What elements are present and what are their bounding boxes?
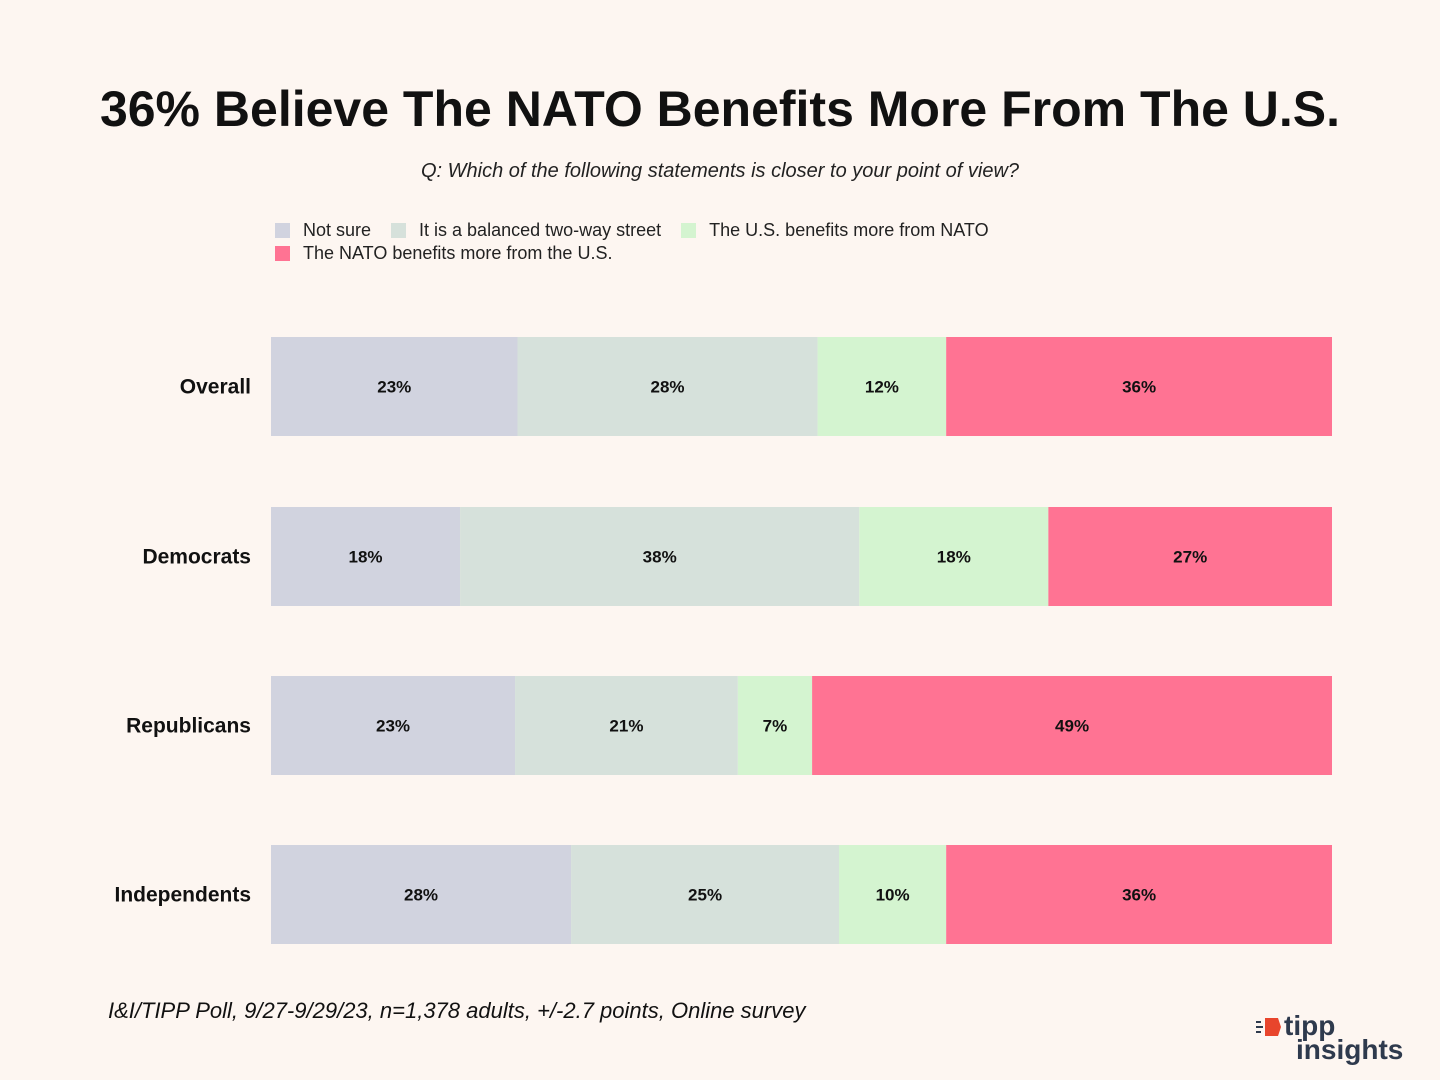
legend: Not sure It is a balanced two-way street… xyxy=(275,219,1175,265)
legend-item-not-sure: Not sure xyxy=(275,220,371,241)
legend-label-us-benefits: The U.S. benefits more from NATO xyxy=(709,220,989,240)
data-label-independents-0: 28% xyxy=(404,886,438,905)
legend-swatch-not-sure xyxy=(275,223,290,238)
category-label-republicans: Republicans xyxy=(126,715,251,738)
data-label-republicans-3: 49% xyxy=(1055,717,1089,736)
legend-label-nato-benefits: The NATO benefits more from the U.S. xyxy=(303,243,613,263)
bar-segment-republicans-0 xyxy=(271,676,516,775)
data-label-democrats-0: 18% xyxy=(349,548,383,567)
bar-segment-republicans-2 xyxy=(737,676,813,775)
bar-segment-democrats-3 xyxy=(1048,507,1332,606)
legend-swatch-nato-benefits xyxy=(275,246,290,261)
data-label-republicans-2: 7% xyxy=(763,717,788,736)
category-label-overall: Overall xyxy=(180,376,251,399)
data-label-independents-3: 36% xyxy=(1122,886,1156,905)
data-label-independents-2: 10% xyxy=(876,886,910,905)
legend-row-1: Not sure It is a balanced two-way street… xyxy=(275,219,1175,242)
data-label-republicans-0: 23% xyxy=(376,717,410,736)
bar-segment-democrats-2 xyxy=(859,507,1049,606)
bar-segment-overall-0 xyxy=(271,337,518,436)
legend-item-balanced: It is a balanced two-way street xyxy=(391,220,661,241)
bar-segment-independents-1 xyxy=(571,845,840,944)
bar-segment-independents-2 xyxy=(839,845,947,944)
category-label-independents: Independents xyxy=(114,884,251,907)
data-label-independents-1: 25% xyxy=(688,886,722,905)
category-label-democrats: Democrats xyxy=(142,546,251,569)
legend-swatch-balanced xyxy=(391,223,407,238)
chart-subtitle: Q: Which of the following statements is … xyxy=(420,160,1020,182)
legend-label-balanced: It is a balanced two-way street xyxy=(419,220,662,240)
legend-row-2: The NATO benefits more from the U.S. xyxy=(275,242,1175,265)
legend-label-not-sure: Not sure xyxy=(303,220,372,240)
data-label-republicans-1: 21% xyxy=(609,717,643,736)
data-label-overall-0: 23% xyxy=(377,378,411,397)
bar-segment-independents-3 xyxy=(946,845,1332,944)
bar-segment-overall-3 xyxy=(946,337,1332,436)
legend-swatch-us-benefits xyxy=(681,223,697,238)
bar-segment-overall-2 xyxy=(817,337,947,436)
data-label-democrats-1: 38% xyxy=(643,548,677,567)
data-label-overall-3: 36% xyxy=(1122,378,1156,397)
bar-segment-republicans-3 xyxy=(812,676,1332,775)
logo-word-insights: insights xyxy=(1296,1034,1404,1065)
legend-item-us-benefits: The U.S. benefits more from NATO xyxy=(681,220,989,241)
data-label-overall-1: 28% xyxy=(651,378,685,397)
source-note: I&I/TIPP Poll, 9/27-9/29/23, n=1,378 adu… xyxy=(108,998,806,1023)
data-label-democrats-3: 27% xyxy=(1173,548,1207,567)
logo-mark-icon xyxy=(1256,1018,1281,1036)
data-label-democrats-2: 18% xyxy=(937,548,971,567)
data-label-overall-2: 12% xyxy=(865,378,899,397)
bar-segment-republicans-1 xyxy=(515,676,738,775)
tipp-insights-logo: tipp insights xyxy=(1256,1010,1416,1068)
bar-segment-independents-0 xyxy=(271,845,572,944)
bar-segment-democrats-1 xyxy=(460,507,860,606)
bar-segment-overall-1 xyxy=(517,337,818,436)
bar-segment-democrats-0 xyxy=(271,507,461,606)
legend-item-nato-benefits: The NATO benefits more from the U.S. xyxy=(275,243,612,264)
chart-title: 36% Believe The NATO Benefits More From … xyxy=(99,81,1341,137)
logo-word-tipp: tipp xyxy=(1284,1010,1336,1041)
